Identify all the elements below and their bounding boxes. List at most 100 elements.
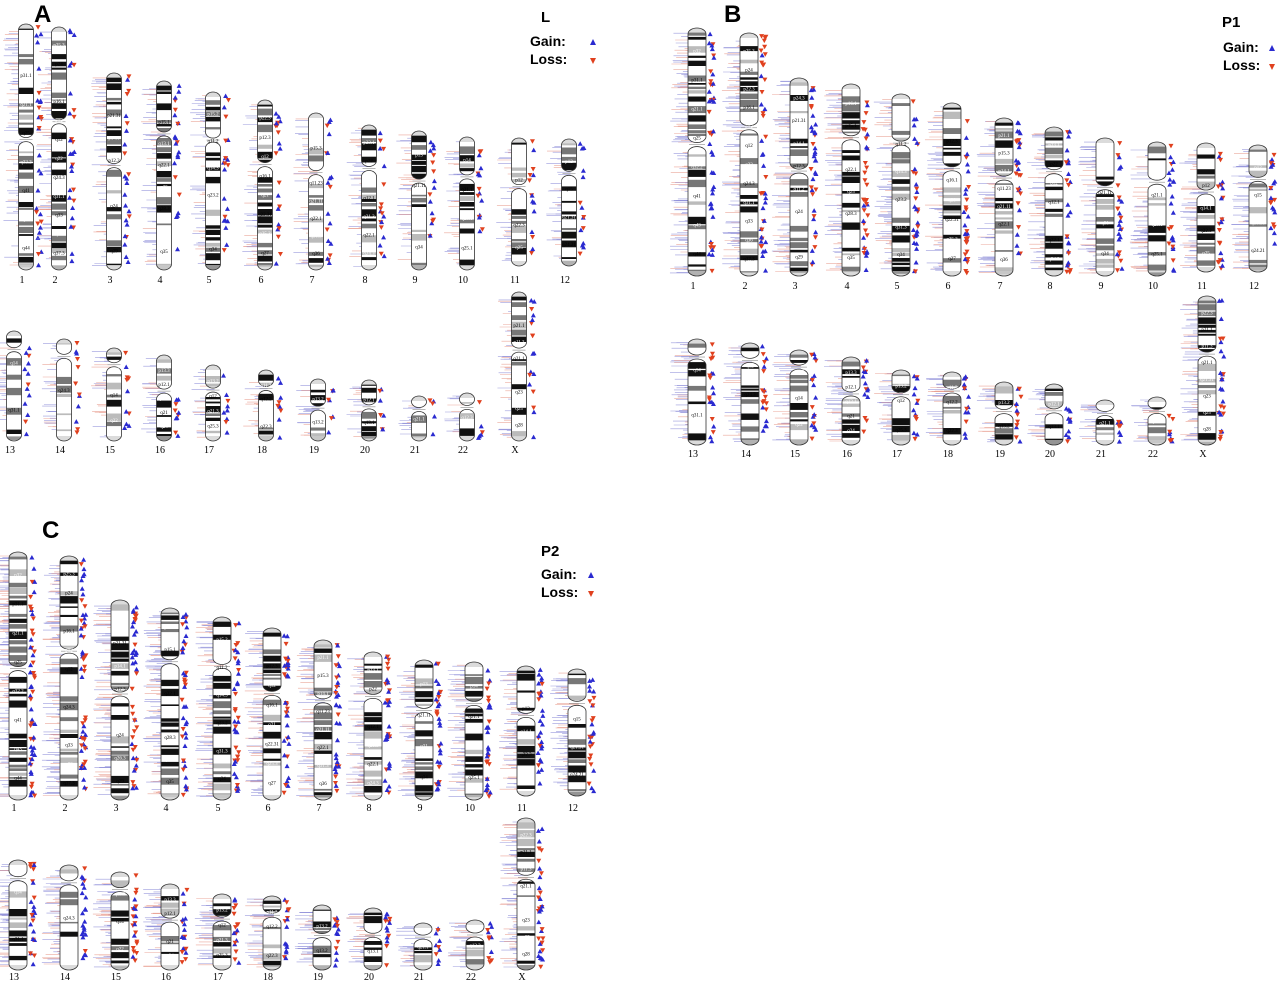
loss-triangle-icon bbox=[1272, 197, 1278, 203]
gain-triangle-icon bbox=[476, 215, 482, 220]
gain-triangle-icon bbox=[1065, 416, 1071, 421]
loss-triangle-icon bbox=[861, 251, 867, 256]
cytoband bbox=[361, 257, 377, 261]
band-label: p22.3 bbox=[513, 307, 525, 312]
chromosome-body bbox=[790, 350, 808, 445]
loss-triangle-icon bbox=[913, 196, 919, 201]
band-label: q33 bbox=[55, 214, 63, 219]
gain-triangle-icon bbox=[862, 391, 868, 397]
loss-triangle-icon bbox=[276, 226, 282, 231]
gain-triangle-icon bbox=[122, 142, 128, 147]
chromosome-p-arm bbox=[1044, 383, 1064, 410]
gain-triangle-icon bbox=[130, 660, 136, 666]
cytoband bbox=[740, 206, 758, 213]
loss-triangle-icon bbox=[913, 416, 919, 422]
loss-triangle-icon bbox=[79, 736, 85, 741]
gain-triangle-icon bbox=[327, 220, 333, 226]
cytoband bbox=[995, 164, 1013, 172]
cytoband bbox=[9, 582, 27, 588]
band-label: p32 bbox=[14, 574, 22, 579]
gain-triangle-icon bbox=[123, 128, 129, 133]
cytoband bbox=[511, 361, 527, 366]
gain-triangle-icon bbox=[28, 769, 34, 775]
loss-triangle-icon bbox=[225, 398, 231, 404]
gain-triangle-icon bbox=[1167, 182, 1173, 187]
chromosome-body bbox=[1045, 384, 1063, 445]
cnv-markers bbox=[860, 358, 871, 435]
chromosome-label: 19 bbox=[309, 445, 319, 456]
chromosome-body bbox=[18, 24, 34, 270]
band-label: p12.3 bbox=[259, 136, 271, 141]
loss-triangle-icon bbox=[709, 342, 715, 347]
band-label: q21.11 bbox=[1098, 191, 1112, 196]
cytoband bbox=[411, 194, 427, 197]
loss-triangle-icon bbox=[70, 162, 76, 168]
cytoband bbox=[6, 338, 22, 343]
cytoband bbox=[741, 347, 759, 352]
chromosome-q-arm bbox=[511, 188, 527, 267]
loss-triangle-icon bbox=[965, 257, 971, 262]
cytoband bbox=[842, 131, 860, 134]
gain-triangle-icon bbox=[528, 369, 534, 374]
loss-triangle-icon bbox=[324, 123, 330, 129]
chromosome-q-arm bbox=[310, 409, 326, 442]
band-label: q22.1 bbox=[363, 233, 375, 238]
gain-triangle-icon bbox=[710, 71, 716, 77]
loss-triangle-icon bbox=[23, 419, 29, 425]
loss-triangle-icon bbox=[580, 226, 586, 231]
gain-triangle-icon bbox=[327, 117, 333, 122]
loss-triangle-icon bbox=[126, 74, 132, 79]
cytoband bbox=[1096, 253, 1114, 256]
band-label: q31.1 bbox=[8, 409, 20, 414]
band-label: p15.3 bbox=[998, 152, 1010, 157]
gain-triangle-icon bbox=[811, 208, 817, 213]
gain-triangle-icon bbox=[1220, 398, 1226, 404]
band-label: p14.1 bbox=[114, 665, 126, 670]
gain-triangle-icon bbox=[913, 182, 919, 187]
cytoband bbox=[511, 296, 527, 301]
cytoband bbox=[688, 96, 706, 102]
gain-triangle-icon bbox=[812, 355, 818, 360]
gain-triangle-icon bbox=[36, 262, 42, 268]
gain-triangle-icon bbox=[579, 145, 585, 151]
cytoband bbox=[790, 242, 808, 249]
cytoband bbox=[9, 640, 27, 645]
gain-triangle-icon bbox=[32, 579, 38, 584]
gain-triangle-icon bbox=[913, 259, 919, 265]
band-label: q11.2 bbox=[895, 143, 907, 148]
cytoband bbox=[111, 755, 129, 761]
cytoband bbox=[1045, 131, 1063, 137]
chromosome-p-arm bbox=[841, 356, 861, 393]
loss-triangle-icon bbox=[706, 397, 712, 402]
gain-triangle-icon bbox=[71, 32, 77, 37]
gain-triangle-icon bbox=[1269, 157, 1275, 162]
cytoband bbox=[156, 147, 172, 153]
cytoband bbox=[258, 382, 274, 387]
loss-triangle-icon bbox=[130, 711, 136, 717]
cytoband bbox=[205, 106, 221, 111]
band-label: p12.1 bbox=[363, 398, 375, 403]
cnv-markers bbox=[34, 25, 44, 268]
loss-triangle-icon bbox=[1013, 171, 1019, 177]
panel-c-legend: Gain: Loss: bbox=[541, 566, 594, 600]
band-label: q21.31 bbox=[512, 374, 526, 379]
chromosome-label: 5 bbox=[895, 281, 900, 292]
loss-triangle-icon bbox=[28, 784, 34, 790]
band-label: p16.1 bbox=[845, 102, 857, 107]
band-label: q28.3 bbox=[158, 207, 170, 212]
cytoband bbox=[943, 138, 961, 146]
band-label: q24.3 bbox=[1048, 258, 1060, 263]
cytoband bbox=[411, 433, 427, 438]
cytoband bbox=[205, 111, 221, 117]
gain-triangle-icon bbox=[277, 404, 283, 409]
cytoband bbox=[411, 415, 427, 423]
gain-triangle-icon bbox=[73, 419, 79, 424]
cytoband bbox=[459, 183, 475, 191]
chromosome-q-arm bbox=[106, 167, 122, 271]
band-label: q36 bbox=[55, 233, 63, 238]
cytoband bbox=[257, 144, 273, 149]
